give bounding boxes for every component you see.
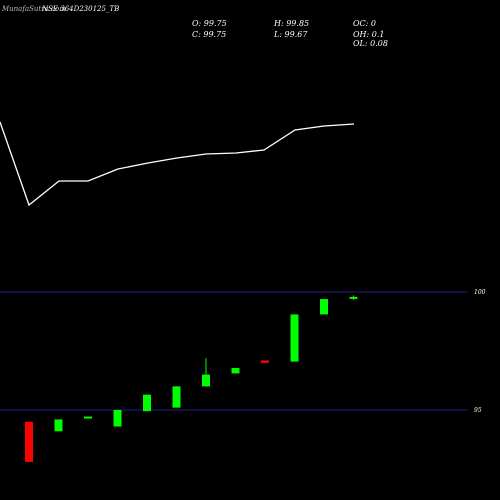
candle [290, 314, 299, 362]
candle-body [261, 360, 269, 363]
candle [25, 421, 33, 462]
gridlines: 100 95 [0, 289, 486, 414]
candle-body [25, 421, 33, 462]
candle-body [54, 419, 63, 432]
candle [172, 386, 181, 408]
ohlc-oc: OC: 0 [353, 19, 376, 28]
ohlc-low: L: 99.67 [273, 30, 308, 39]
ohlc-ol: OL: 0.08 [353, 39, 388, 48]
y-tick-label-95: 95 [474, 407, 482, 414]
candle-body [231, 367, 240, 374]
candles [25, 295, 358, 462]
candle [54, 419, 63, 432]
ohlc-readout: O: 99.75 H: 99.85 OC: 0 C: 99.75 L: 99.6… [192, 19, 388, 48]
ohlc-high: H: 99.85 [273, 19, 309, 28]
header-watermark: MunafaSutra.com [1, 5, 66, 13]
ohlc-close: C: 99.75 [192, 30, 226, 39]
indicator-line-layer [0, 121, 355, 207]
candle-body [172, 386, 181, 408]
y-tick-label-100: 100 [474, 289, 486, 296]
candle-body [320, 299, 328, 315]
candle [84, 416, 92, 419]
candle [349, 295, 358, 300]
candle-body [113, 410, 122, 427]
candle-body [349, 296, 358, 299]
candle-body [143, 394, 151, 412]
candle [143, 394, 151, 412]
candle-body [290, 314, 299, 362]
candle [261, 360, 269, 363]
candle-body [202, 374, 210, 387]
candle-body [84, 416, 92, 419]
candle [202, 358, 210, 387]
ohlc-oh: OH: 0.1 [353, 30, 385, 39]
candle [231, 367, 240, 374]
ohlc-open: O: 99.75 [192, 19, 227, 28]
indicator-line [0, 121, 355, 207]
candle [113, 410, 122, 427]
candle [320, 299, 328, 315]
header-symbol: NSE 364D230125_TB [41, 5, 119, 13]
